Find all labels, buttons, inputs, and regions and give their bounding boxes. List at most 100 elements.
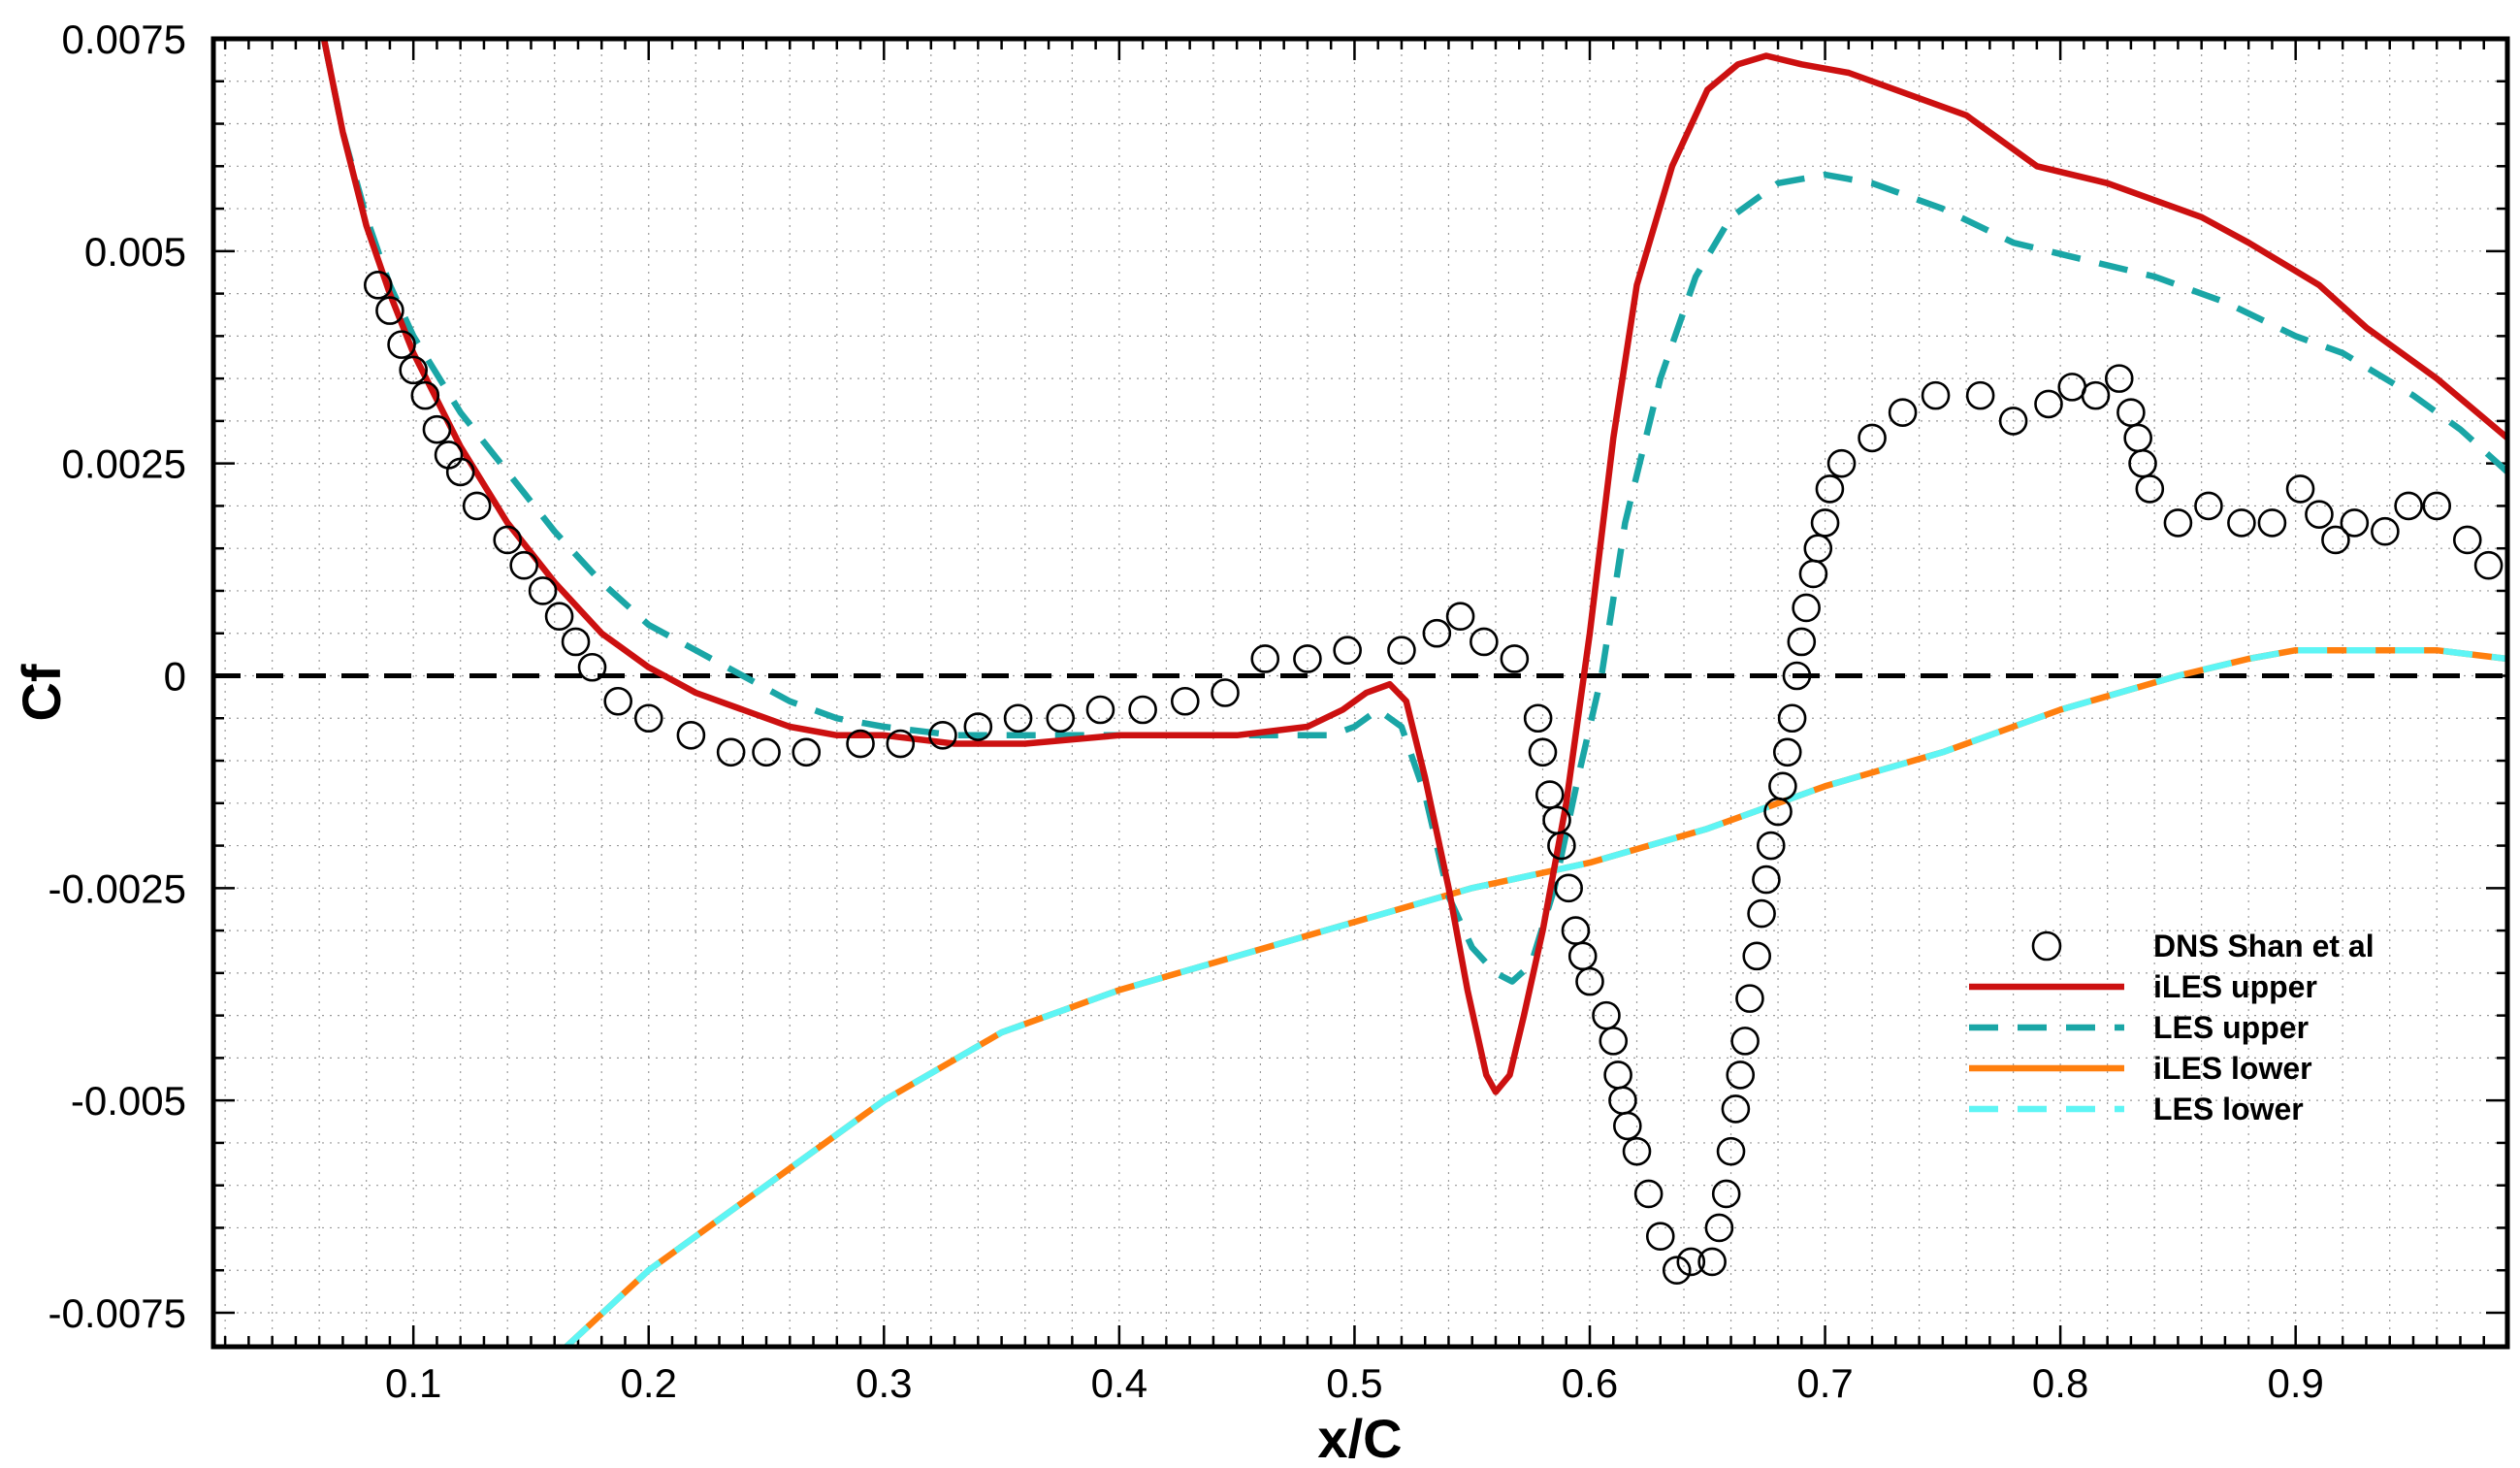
data-point (676, 720, 706, 750)
data-point (1613, 1111, 1642, 1141)
y-tick-label: 0.0025 (62, 441, 186, 487)
data-point (1599, 1027, 1629, 1056)
y-tick-label: 0.005 (84, 229, 186, 275)
data-point (2473, 550, 2504, 580)
data-point (1782, 661, 1812, 691)
data-point (363, 271, 393, 300)
x-axis-title: x/C (1317, 1408, 1402, 1468)
data-point (963, 712, 993, 741)
data-point (1697, 1247, 1727, 1277)
data-point (1752, 864, 1781, 895)
data-point (2194, 491, 2223, 521)
data-point (928, 720, 957, 750)
plot-background (213, 39, 2507, 1347)
y-axis-title: Cf (11, 664, 72, 721)
data-point (1470, 627, 1499, 657)
data-point (1711, 1179, 1741, 1209)
legend-item-les-upper: LES upper (1969, 1010, 2309, 1045)
data-point (2340, 508, 2370, 538)
data-point (387, 330, 416, 359)
data-point (1965, 380, 1995, 410)
data-point (410, 380, 440, 410)
data-point (1003, 703, 1033, 734)
data-point (1726, 1060, 1756, 1090)
data-point (1810, 508, 1840, 538)
data-point (375, 296, 404, 325)
data-point (1422, 618, 1452, 648)
data-point (1772, 737, 1802, 767)
data-point (1250, 644, 1280, 673)
data-point (1787, 627, 1817, 657)
series-layer (320, 39, 2507, 1347)
series-line-iles-lower (564, 646, 2507, 1347)
data-point (399, 355, 428, 385)
y-tick-labels: 0.0075 0.005 0.0025 0 -0.0025 -0.005 -0.0075 (48, 16, 186, 1336)
x-tick-label: 0.4 (1091, 1360, 1147, 1406)
data-point (2104, 364, 2134, 393)
data-point (2227, 508, 2256, 538)
x-tick-label: 0.3 (856, 1360, 912, 1406)
data-point (2305, 500, 2334, 529)
data-point (1768, 771, 1797, 801)
data-point (633, 703, 663, 734)
x-tick-label: 0.7 (1796, 1360, 1853, 1406)
data-point (1998, 407, 2028, 436)
legend-label: iLES lower (2153, 1051, 2312, 1086)
data-point (528, 576, 558, 605)
data-point (2285, 474, 2315, 504)
data-point (792, 737, 822, 767)
data-point (1662, 1256, 1692, 1286)
data-point (2163, 508, 2193, 538)
legend-item-iles-upper: iLES upper (1969, 969, 2317, 1004)
data-point (1645, 1222, 1675, 1252)
legend-label: DNS Shan et al (2153, 929, 2375, 963)
data-point (2321, 525, 2350, 555)
data-point (509, 550, 538, 580)
legend-label: iLES upper (2153, 969, 2317, 1004)
data-point (1554, 873, 1583, 903)
grid (213, 39, 2507, 1347)
legend-item-les-lower: LES lower (1969, 1092, 2304, 1126)
legend-label: LES upper (2153, 1010, 2309, 1045)
data-point (603, 686, 633, 716)
data-point (445, 457, 475, 487)
data-point (1826, 448, 1857, 478)
data-point (1815, 474, 1845, 504)
data-point (1445, 602, 1475, 632)
data-point (1716, 1136, 1746, 1166)
data-point (1777, 703, 1807, 734)
data-point (1747, 898, 1776, 929)
y-tick-label: -0.005 (71, 1078, 186, 1124)
legend-marker (2031, 930, 2062, 962)
series-line-iles-upper (320, 39, 2507, 1095)
x-tick-label: 0.9 (2267, 1360, 2323, 1406)
data-point (1528, 737, 1558, 767)
data-point (1704, 1213, 1734, 1243)
y-tick-label: 0.0075 (62, 16, 186, 62)
data-point (493, 525, 523, 555)
data-point (2257, 508, 2287, 538)
data-point (1742, 941, 1772, 971)
data-point (1721, 1094, 1751, 1124)
data-point (577, 652, 607, 682)
plot-frame (210, 36, 2510, 1350)
x-tick-label: 0.2 (621, 1360, 677, 1406)
data-point (1046, 703, 1076, 734)
data-point (1676, 1247, 1706, 1277)
data-point (1500, 644, 1530, 673)
data-point (1858, 423, 1887, 453)
data-point (1211, 678, 1240, 707)
data-point (422, 414, 452, 444)
data-point (1888, 398, 1918, 427)
data-point (561, 627, 591, 657)
data-point (1633, 1179, 1664, 1209)
data-point (716, 737, 746, 767)
data-point (1547, 831, 1576, 861)
data-point (2081, 380, 2111, 410)
data-point (1730, 1027, 1760, 1056)
data-point (1085, 695, 1115, 725)
data-point (752, 737, 781, 767)
legend-label: LES lower (2153, 1092, 2304, 1126)
x-tick-label: 0.8 (2032, 1360, 2088, 1406)
